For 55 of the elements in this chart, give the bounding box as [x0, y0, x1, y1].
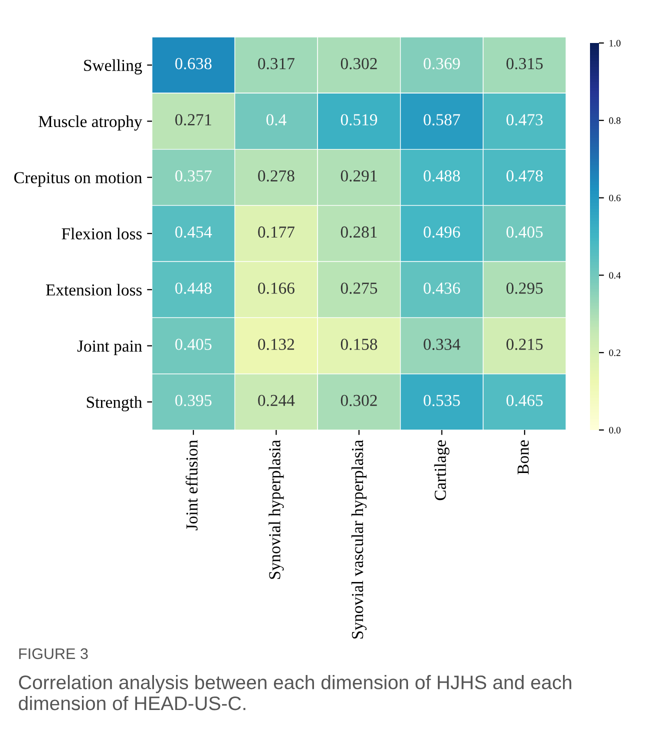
data-label: 0.215 [506, 338, 543, 350]
data-label: 0.295 [506, 282, 543, 294]
y-tick-label: Extension loss [46, 284, 142, 296]
data-label: 0.281 [340, 226, 377, 238]
data-label: 0.488 [424, 170, 460, 182]
data-label: 0.587 [424, 114, 460, 126]
data-label: 0.478 [506, 170, 543, 182]
data-label: 0.244 [258, 394, 295, 406]
color-bar-label: 0.4 [609, 272, 621, 279]
data-label: 0.638 [175, 58, 212, 70]
data-label: 0.334 [424, 338, 460, 350]
y-tick-label: Flexion loss [62, 228, 142, 240]
data-label: 0.291 [340, 170, 377, 182]
data-label: 0.158 [340, 338, 378, 350]
data-label: 0.357 [175, 170, 212, 182]
caption: FIGURE 3 [19, 648, 88, 660]
data-label: 0.302 [340, 394, 377, 406]
data-label: 0.315 [506, 58, 543, 70]
data-label: 0.166 [258, 282, 294, 294]
data-label: 0.405 [175, 338, 212, 350]
color-bar-label: 0.8 [609, 117, 621, 124]
data-label: 0.519 [340, 114, 378, 126]
data-label: 0.535 [424, 394, 460, 406]
data-label: 0.317 [258, 58, 294, 70]
text: Correlation analysis between each dimension of HJHS and each dimension of HEAD-US-C. [18, 675, 572, 710]
y-tick-label: Crepitus on motion [14, 172, 142, 187]
x-tick-label: Joint effusion [186, 440, 198, 530]
data-label: 0.405 [506, 226, 543, 238]
x-tick-label: Bone [518, 440, 529, 474]
data-label: 0.496 [424, 226, 460, 238]
data-label: 0.177 [258, 226, 294, 238]
data-label: 0.454 [175, 226, 212, 238]
data-label: 0.302 [340, 58, 377, 70]
y-tick-label: Joint pain [77, 340, 142, 356]
data-label: 0.436 [424, 282, 460, 294]
color-bar-label: 1.0 [610, 40, 621, 47]
y-tick-label: Strength [86, 396, 142, 412]
data-label: 0.448 [175, 282, 212, 294]
data-label: 0.473 [506, 114, 543, 126]
data-label: 0.465 [506, 394, 543, 406]
data-label: 0.132 [258, 338, 294, 350]
x-tick-label: Synovial hyperplasia [268, 440, 284, 579]
data-label: 0.4 [266, 114, 286, 126]
data-label: 0.275 [340, 282, 378, 294]
x-tick-label: Cartilage [434, 440, 450, 500]
color-bar-label: 0.6 [609, 194, 621, 202]
y-tick-label: Swelling [84, 59, 142, 74]
data-label: 0.369 [424, 58, 460, 70]
y-tick-label: Muscle atrophy [38, 115, 142, 131]
color-bar-label: 0.0 [609, 426, 621, 434]
color-bar-label: 0.2 [609, 350, 620, 356]
data-label: 0.278 [258, 170, 294, 182]
data-label: 0.271 [175, 114, 212, 126]
data-label: 0.395 [175, 394, 212, 406]
x-tick-label: Synovial vascular hyperplasia [351, 440, 367, 639]
